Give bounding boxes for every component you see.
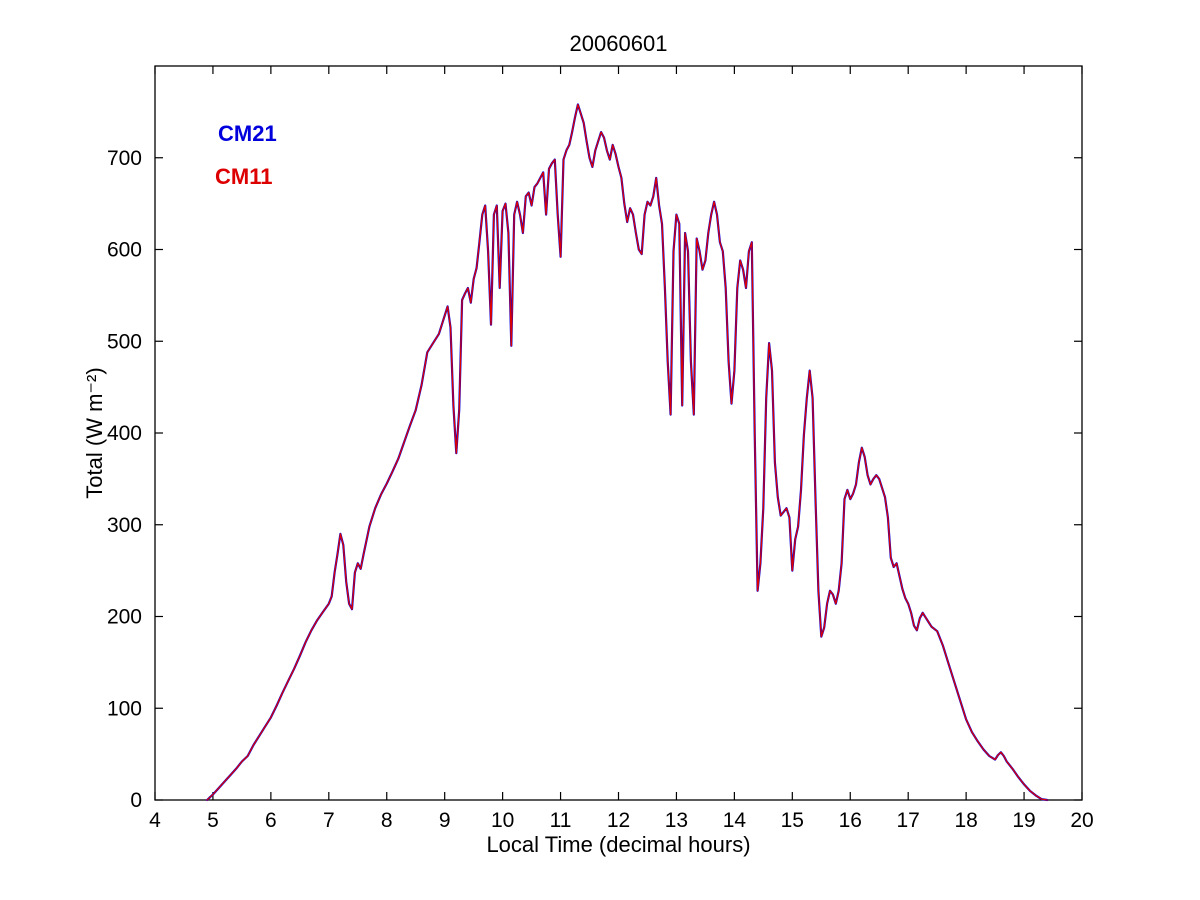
x-tick-label: 4 [149, 809, 161, 832]
x-tick-label: 20 [1070, 809, 1093, 832]
y-tick-label: 0 [130, 789, 142, 812]
legend-label-cm11: CM11 [215, 164, 273, 189]
x-tick-label: 14 [723, 809, 747, 832]
y-tick-label: 400 [107, 422, 142, 445]
x-tick-label: 12 [607, 809, 630, 832]
x-tick-label: 7 [323, 809, 335, 832]
y-tick-label: 700 [107, 147, 142, 170]
y-tick-label: 200 [107, 606, 142, 629]
legend-label-cm21: CM21 [218, 121, 277, 146]
x-tick-label: 6 [265, 809, 277, 832]
x-tick-label: 10 [491, 809, 514, 832]
x-tick-label: 13 [665, 809, 688, 832]
x-axis-label: Local Time (decimal hours) [486, 832, 751, 857]
x-tick-label: 9 [439, 809, 451, 832]
y-axis-label: Total (W m⁻²) [82, 367, 107, 499]
x-tick-label: 17 [897, 809, 920, 832]
x-tick-label: 5 [207, 809, 219, 832]
y-tick-label: 600 [107, 239, 142, 262]
axis-box [154, 65, 1083, 801]
x-tick-label: 18 [954, 809, 977, 832]
chart-title: 20060601 [569, 31, 668, 56]
x-tick-label: 8 [381, 809, 393, 832]
series-line-cm21 [206, 103, 1049, 802]
y-tick-label: 100 [107, 697, 142, 720]
x-tick-label: 15 [781, 809, 804, 832]
x-tick-label: 11 [550, 809, 572, 832]
x-tick-label: 19 [1012, 809, 1035, 832]
series-line-cm11 [206, 103, 1048, 801]
y-tick-label: 300 [107, 514, 142, 537]
x-tick-label: 16 [839, 809, 862, 832]
y-tick-label: 500 [107, 330, 142, 353]
